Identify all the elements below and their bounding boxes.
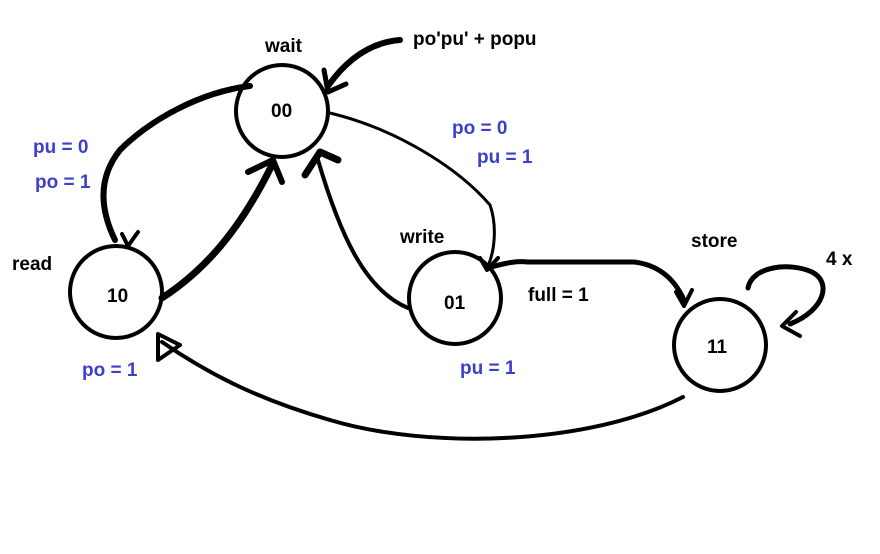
store-to-read-arrow [162, 342, 683, 439]
wait-to-read-arrow [104, 86, 250, 240]
write-to-wait-arrow [318, 160, 408, 308]
state-read-code: 10 [107, 287, 128, 306]
write-to-wait-condition: pu = 1 [460, 359, 515, 378]
state-store-code: 11 [707, 338, 727, 357]
state-wait-label: wait [265, 37, 302, 56]
state-write-label: write [400, 228, 444, 247]
wait-to-read-condition-2: po = 1 [35, 173, 90, 192]
state-wait-code: 00 [271, 102, 292, 121]
wait-to-write-condition-1: po = 0 [452, 119, 507, 138]
write-to-store-condition: full = 1 [528, 286, 589, 305]
state-write-code: 01 [444, 294, 465, 313]
state-read-label: read [12, 255, 52, 274]
entry-condition-label: po'pu' + popu [413, 30, 537, 49]
store-self-loop-arrow [748, 267, 823, 324]
entry-arrow [328, 40, 400, 86]
wait-to-read-condition-1: pu = 0 [33, 138, 88, 157]
read-to-wait-condition: po = 1 [82, 361, 137, 380]
wait-to-read-arrowhead [122, 232, 138, 246]
store-self-loop-label: 4 x [826, 250, 852, 269]
read-to-wait-arrow [162, 165, 272, 298]
wait-to-write-condition-2: pu = 1 [477, 148, 532, 167]
state-store-label: store [691, 232, 737, 251]
